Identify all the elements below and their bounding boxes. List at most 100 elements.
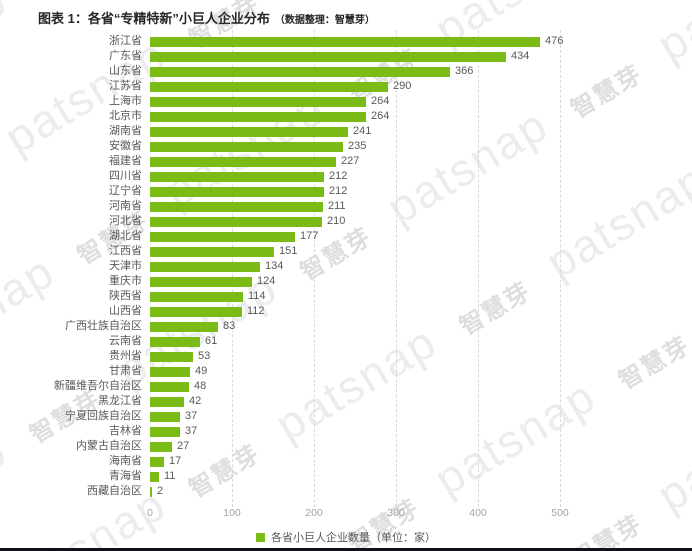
category-label: 湖南省 [109,125,142,137]
category-label: 北京市 [109,110,142,122]
bar [150,261,260,272]
x-tick-label: 500 [551,507,569,519]
value-label: 61 [205,335,218,347]
bar [150,396,184,407]
value-label: 264 [371,110,390,122]
bar [150,291,243,302]
bar-row: 福建省 227 [0,154,692,169]
bar [150,471,159,482]
category-label: 安徽省 [109,140,142,152]
bar [150,51,506,62]
value-label: 112 [247,305,265,317]
value-label: 366 [455,65,474,77]
value-label: 48 [194,380,207,392]
value-label: 114 [248,290,266,302]
data-source-note: （数据整理：智慧芽） [274,15,375,26]
category-label: 西藏自治区 [87,485,142,497]
category-label: 青海省 [109,470,142,482]
x-tick-label: 0 [147,507,153,519]
bar [150,441,172,452]
value-label: 235 [348,140,367,152]
value-label: 37 [185,410,198,422]
value-label: 83 [223,320,236,332]
bar-row: 山东省 366 [0,64,692,79]
bar [150,156,336,167]
bar [150,486,152,497]
bar-row: 黑龙江省 42 [0,394,692,409]
bar-row: 广西壮族自治区 83 [0,319,692,334]
category-label: 辽宁省 [109,185,142,197]
value-label: 177 [300,230,319,242]
x-tick-label: 400 [469,507,487,519]
category-label: 广西壮族自治区 [65,320,142,332]
category-label: 浙江省 [109,35,142,47]
category-label: 吉林省 [109,425,142,437]
bar [150,36,540,47]
value-label: 264 [371,95,390,107]
bar-row: 吉林省 37 [0,424,692,439]
value-label: 227 [341,155,360,167]
gridline [396,30,397,507]
bar [150,411,180,422]
gridline [314,30,315,507]
bar [150,381,189,392]
value-label: 53 [198,350,211,362]
bar-row: 重庆市 124 [0,274,692,289]
bar [150,66,450,77]
bar [150,111,366,122]
category-label: 内蒙古自治区 [76,440,142,452]
category-label: 贵州省 [109,350,142,362]
bar [150,321,218,332]
bar-row: 江西省 151 [0,244,692,259]
bar [150,366,190,377]
legend: 各省小巨人企业数量（单位：家） [0,529,692,545]
bar-row: 海南省 17 [0,454,692,469]
legend-label: 各省小巨人企业数量（单位：家） [271,532,436,544]
gridline [478,30,479,507]
x-tick-label: 100 [223,507,241,519]
value-label: 37 [185,425,198,437]
bar [150,171,324,182]
category-label: 上海市 [109,95,142,107]
bar-row: 贵州省 53 [0,349,692,364]
bar [150,246,274,257]
bar [150,351,193,362]
bar [150,216,322,227]
bar [150,231,295,242]
bar [150,126,348,137]
bar-row: 内蒙古自治区 27 [0,439,692,454]
bar [150,141,343,152]
bar-row: 宁夏回族自治区 37 [0,409,692,424]
category-label: 广东省 [109,50,142,62]
bar-row: 四川省 212 [0,169,692,184]
bar-row: 河南省 211 [0,199,692,214]
bar [150,96,366,107]
value-label: 2 [157,485,164,497]
bar-row: 江苏省 290 [0,79,692,94]
page-title: 图表 1：各省“专精特新”小巨人企业分布 [38,11,270,26]
value-label: 151 [279,245,298,257]
category-label: 海南省 [109,455,142,467]
category-label: 河北省 [109,215,142,227]
value-label: 42 [189,395,202,407]
bar-row: 青海省 11 [0,469,692,484]
value-label: 212 [329,185,348,197]
bar-row: 湖南省 241 [0,124,692,139]
bar-row: 安徽省 235 [0,139,692,154]
category-label: 江西省 [109,245,142,257]
category-label: 陕西省 [109,290,142,302]
x-tick-label: 200 [305,507,323,519]
bar-row: 陕西省 114 [0,289,692,304]
bar-row: 湖北省 177 [0,229,692,244]
x-tick-label: 300 [387,507,405,519]
category-label: 福建省 [109,155,142,167]
bar [150,336,200,347]
category-label: 黑龙江省 [98,395,142,407]
value-label: 134 [265,260,284,272]
bar-row: 甘肃省 49 [0,364,692,379]
legend-swatch-icon [256,532,265,542]
bar [150,276,252,287]
value-label: 212 [329,170,348,182]
